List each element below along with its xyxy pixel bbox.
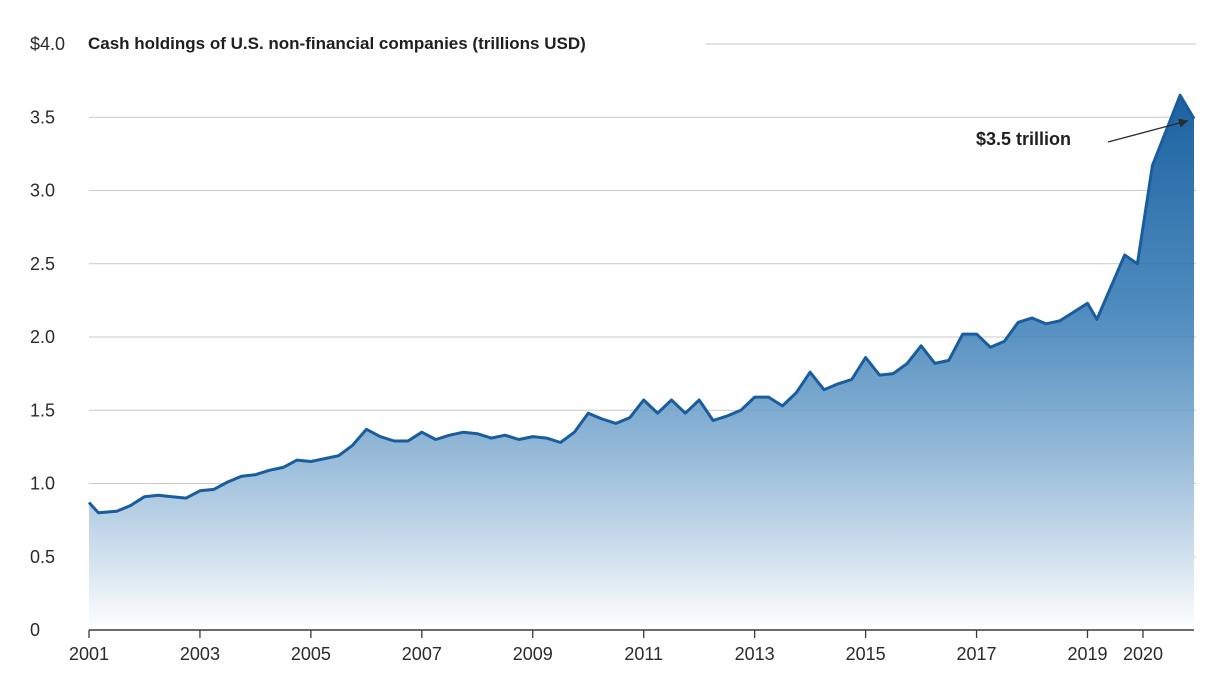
annotation-arrow-head <box>1178 118 1188 128</box>
y-tick-label: 2.5 <box>30 254 55 274</box>
y-tick-label: 3.5 <box>30 107 55 127</box>
x-tick-label: 2009 <box>513 644 553 664</box>
x-tick-label: 2011 <box>624 644 663 664</box>
y-tick-label: 0.5 <box>30 547 55 567</box>
x-tick-label: 2017 <box>957 644 997 664</box>
x-tick-label: 2005 <box>291 644 331 664</box>
y-axis-tick-labels: 0 0.5 1.0 1.5 2.0 2.5 3.0 3.5 $4.0 <box>30 34 65 640</box>
series-line <box>87 93 1196 515</box>
y-tick-label: 2.0 <box>30 327 55 347</box>
x-axis <box>88 629 1194 638</box>
x-tick-label: 2015 <box>846 644 886 664</box>
annotation-label: $3.5 trillion <box>976 129 1071 149</box>
y-tick-label: $4.0 <box>30 34 65 54</box>
x-axis-tick-labels: 2001 2003 2005 2007 2009 2011 2013 2015 2017 2019… <box>69 644 1163 664</box>
chart-title: Cash holdings of U.S. non-financial comp… <box>88 34 586 53</box>
x-tick-label: 2020 <box>1123 644 1163 664</box>
y-tick-label: 3.0 <box>30 181 55 201</box>
y-tick-label: 1.0 <box>30 474 55 494</box>
annotation: $3.5 trillion <box>976 118 1189 149</box>
x-tick-label: 2019 <box>1067 644 1107 664</box>
series-area <box>89 95 1194 631</box>
x-tick-label: 2013 <box>735 644 775 664</box>
y-tick-label: 0 <box>30 620 40 640</box>
x-tick-label: 2001 <box>69 644 109 664</box>
x-tick-label: 2003 <box>180 644 220 664</box>
y-tick-label: 1.5 <box>30 400 55 420</box>
x-tick-label: 2007 <box>402 644 442 664</box>
annotation-arrow-line <box>1107 120 1189 143</box>
area-fill <box>87 93 1196 631</box>
